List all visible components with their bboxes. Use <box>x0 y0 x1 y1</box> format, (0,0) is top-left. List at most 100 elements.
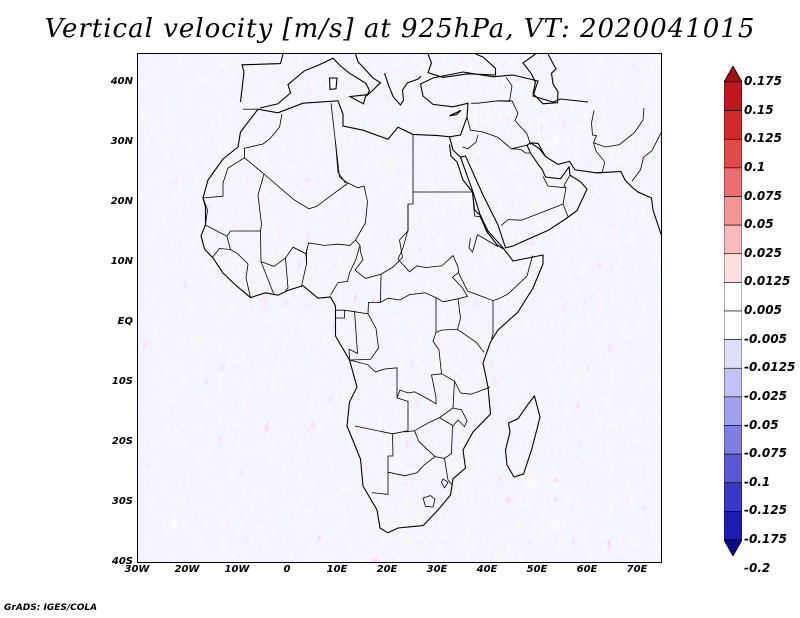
colorbar-label: -0.175 <box>744 532 787 546</box>
colorbar-swatch <box>724 367 742 398</box>
lat-tick-label: 30S <box>111 496 133 507</box>
europe-coastline <box>239 54 284 103</box>
colorbar-label: 0.15 <box>744 102 774 117</box>
country-border <box>212 236 232 258</box>
country-border <box>292 239 356 255</box>
country-border <box>452 407 468 428</box>
lon-tick-label: 10W <box>224 564 250 575</box>
country-border <box>472 191 489 235</box>
country-border <box>500 203 569 226</box>
colorbar-swatch <box>724 396 742 426</box>
colorbar-label: -0.075 <box>744 446 787 461</box>
colorbar-label: 0.1 <box>744 159 766 174</box>
country-border <box>349 359 409 435</box>
country-border <box>349 313 379 361</box>
grads-credit: GrADS: IGES/COLA <box>4 603 98 613</box>
colorbar-swatch <box>724 482 742 512</box>
africa-coastline <box>200 100 544 534</box>
colorbar-label: 0.05 <box>744 217 774 232</box>
colorbar-swatch <box>724 196 742 226</box>
colorbar-swatch <box>724 224 742 255</box>
country-border <box>202 173 265 237</box>
lon-tick-label: 20E <box>376 564 398 575</box>
country-border <box>260 261 274 294</box>
colorbar-swatch <box>724 511 742 541</box>
country-border <box>371 433 394 495</box>
colorbar <box>724 66 742 556</box>
colorbar-label: 0.0125 <box>744 274 791 289</box>
country-border <box>230 249 251 298</box>
colorbar-swatch <box>724 310 742 340</box>
sicily-coastline <box>348 94 367 105</box>
lon-tick-label: 70E <box>626 564 648 575</box>
colorbar-label: -0.0125 <box>744 360 796 375</box>
colorbar-label: -0.025 <box>744 388 787 403</box>
lat-tick-label: 10N <box>110 256 133 267</box>
lon-tick-label: 10E <box>326 564 348 575</box>
country-border <box>593 142 605 174</box>
vertical-velocity-field <box>138 54 661 562</box>
country-border <box>336 274 382 315</box>
colorbar-swatch <box>724 282 742 312</box>
country-border <box>335 310 345 336</box>
mediterranean-north-coastline <box>259 54 382 109</box>
country-border <box>348 310 358 361</box>
country-border <box>202 157 245 199</box>
greece-coastline <box>383 73 422 106</box>
colorbar-swatch <box>724 81 742 111</box>
colorbar-swatch <box>724 110 742 140</box>
colorbar-swatch <box>724 339 742 369</box>
colorbar-label: -0.125 <box>744 503 787 518</box>
lat-tick-label: 20N <box>110 196 133 207</box>
lon-tick-label: 20W <box>174 564 200 575</box>
country-border <box>491 300 494 340</box>
country-border <box>396 373 442 405</box>
lat-tick-label: 10S <box>111 376 133 387</box>
sardinia-coastline <box>328 77 338 91</box>
arabia-coastline <box>419 71 589 138</box>
lat-tick-label: EQ <box>117 316 133 327</box>
colorbar-swatch <box>724 167 742 197</box>
country-border <box>562 174 571 205</box>
madagascar-coastline <box>504 394 541 478</box>
country-border <box>511 148 531 154</box>
colorbar-swatch <box>724 253 742 283</box>
country-border <box>462 134 479 150</box>
colorbar-label: 0.175 <box>744 74 782 88</box>
colorbar-swatch <box>724 138 742 169</box>
country-border <box>354 185 403 279</box>
country-borders <box>202 77 661 508</box>
country-border <box>542 176 567 189</box>
arabian-peninsula-coastline <box>460 142 661 249</box>
country-border <box>432 332 461 394</box>
lon-tick-label: 30W <box>124 564 150 575</box>
colorbar-label: -0.005 <box>744 331 787 346</box>
country-border <box>380 292 437 303</box>
country-border <box>591 107 645 148</box>
lon-tick-label: 50E <box>526 564 548 575</box>
lat-tick-label: 30N <box>110 136 133 147</box>
country-border <box>458 255 533 302</box>
lat-tick-label: 40S <box>111 556 133 567</box>
colorbar-label: 0.125 <box>744 131 782 146</box>
lon-tick-label: 60E <box>576 564 598 575</box>
country-border <box>631 131 661 182</box>
colorbar-label: -0.05 <box>744 417 779 432</box>
lon-tick-label: 40E <box>476 564 498 575</box>
country-border <box>285 257 289 292</box>
colorbar-swatch <box>724 453 742 484</box>
country-border <box>460 386 491 395</box>
colorbar-label: 0.025 <box>744 245 782 260</box>
map-panel <box>137 53 662 563</box>
country-border <box>397 204 469 303</box>
colorbar-label: 0.075 <box>744 188 782 203</box>
persian-gulf-coastline <box>530 142 546 157</box>
country-border <box>244 113 283 158</box>
country-border <box>244 157 365 210</box>
country-border <box>441 478 449 489</box>
field-noise <box>138 54 661 562</box>
cyprus-coastline <box>449 109 462 117</box>
colorbar-bottom-arrow <box>724 539 742 556</box>
country-border <box>444 458 453 486</box>
lon-tick-label: 0 <box>283 564 291 575</box>
